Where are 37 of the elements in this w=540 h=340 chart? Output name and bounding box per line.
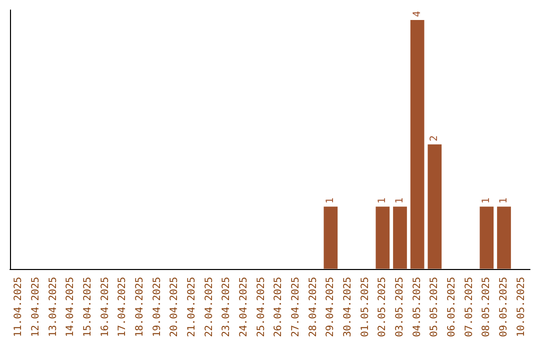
- data-label: 1: [394, 198, 406, 204]
- x-tick-label: 15.04.2025: [82, 276, 94, 338]
- x-tick-label: 13.04.2025: [48, 276, 59, 338]
- x-tick-label: 17.04.2025: [117, 276, 128, 338]
- data-label: 1: [481, 198, 492, 204]
- x-tick-label: 22.04.2025: [204, 276, 215, 338]
- x-tick-label: 18.04.2025: [134, 276, 146, 338]
- x-tick-label: 10.05.2025: [516, 276, 527, 338]
- x-tick-label: 21.04.2025: [186, 276, 198, 338]
- x-tick-label: 06.05.2025: [446, 276, 458, 338]
- x-tick-label: 09.05.2025: [498, 276, 510, 338]
- x-tick-label: 03.05.2025: [394, 276, 406, 338]
- x-tick-label: 05.05.2025: [429, 276, 440, 338]
- x-tick-label: 28.04.2025: [308, 276, 319, 338]
- x-tick-label: 01.05.2025: [360, 276, 371, 338]
- x-tick-label: 27.04.2025: [290, 276, 302, 338]
- x-tick-label: 14.04.2025: [65, 276, 76, 338]
- x-tick-label: 16.04.2025: [100, 276, 111, 338]
- x-tick-label: 08.05.2025: [481, 276, 492, 338]
- data-label: 1: [325, 198, 336, 204]
- x-tick-label: 30.04.2025: [342, 276, 354, 338]
- x-tick-label: 20.04.2025: [169, 276, 180, 338]
- x-tick-label: 02.05.2025: [377, 276, 388, 338]
- x-tick-label: 12.04.2025: [30, 276, 42, 338]
- data-label: 1: [377, 198, 388, 204]
- x-tick-label: 24.04.2025: [238, 276, 250, 338]
- x-tick-label: 26.04.2025: [273, 276, 284, 338]
- data-label: 2: [429, 135, 440, 142]
- data-label: 4: [412, 10, 423, 17]
- x-tick-label: 04.05.2025: [412, 276, 423, 338]
- x-tick-label: 19.04.2025: [152, 276, 163, 338]
- x-tick-label: 23.04.2025: [221, 276, 232, 338]
- x-tick-label: 25.04.2025: [256, 276, 267, 338]
- x-tick-label: 29.04.2025: [325, 276, 336, 338]
- x-tick-label: 11.04.2025: [13, 276, 24, 338]
- data-label: 1: [498, 198, 510, 204]
- x-tick-label: 07.05.2025: [464, 276, 475, 338]
